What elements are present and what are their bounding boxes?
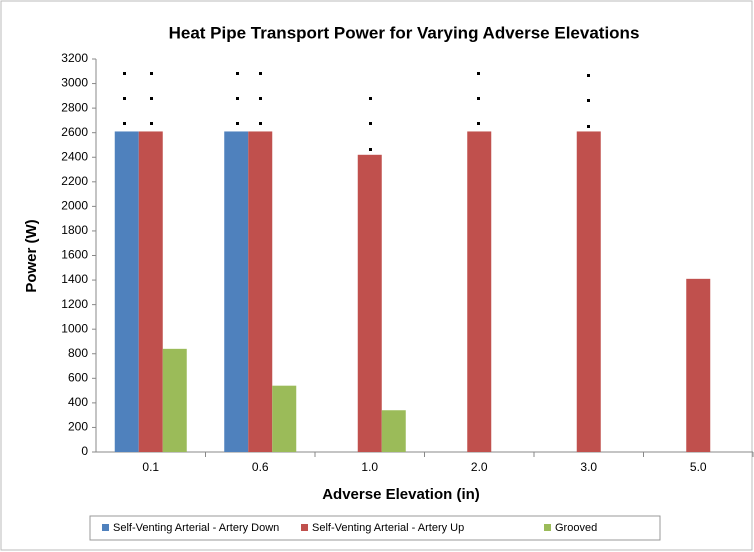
x-tick-label: 0.1 bbox=[142, 460, 159, 474]
y-tick-label: 0 bbox=[81, 444, 88, 458]
x-axis-title: Adverse Elevation (in) bbox=[322, 486, 480, 503]
dot bbox=[236, 122, 239, 125]
y-tick-label: 3000 bbox=[61, 76, 88, 90]
legend-label: Self-Venting Arterial - Artery Down bbox=[113, 522, 279, 534]
y-tick-label: 2200 bbox=[61, 174, 88, 188]
chart-title: Heat Pipe Transport Power for Varying Ad… bbox=[169, 23, 640, 42]
bar bbox=[686, 278, 711, 452]
bar bbox=[248, 131, 273, 452]
y-tick-label: 1400 bbox=[61, 272, 88, 286]
dot bbox=[587, 99, 590, 102]
dot bbox=[123, 97, 126, 100]
legend-swatch bbox=[301, 524, 308, 531]
dot bbox=[369, 122, 372, 125]
dot bbox=[236, 72, 239, 75]
x-tick-label: 3.0 bbox=[580, 460, 597, 474]
y-tick-label: 2400 bbox=[61, 149, 88, 163]
dot bbox=[259, 72, 262, 75]
bar bbox=[467, 131, 492, 452]
dot bbox=[150, 122, 153, 125]
legend-label: Grooved bbox=[555, 522, 597, 534]
legend-label: Self-Venting Arterial - Artery Up bbox=[312, 522, 464, 534]
bar bbox=[224, 131, 249, 452]
y-tick-label: 2800 bbox=[61, 100, 88, 114]
y-tick-label: 400 bbox=[68, 395, 88, 409]
x-tick-label: 2.0 bbox=[471, 460, 488, 474]
bar bbox=[357, 154, 382, 452]
dot bbox=[587, 74, 590, 77]
bar bbox=[272, 385, 297, 452]
x-tick-label: 1.0 bbox=[361, 460, 378, 474]
y-tick-label: 1800 bbox=[61, 223, 88, 237]
dot bbox=[150, 72, 153, 75]
overflow-dots bbox=[123, 72, 590, 151]
y-tick-label: 1200 bbox=[61, 297, 88, 311]
bar bbox=[576, 131, 601, 452]
y-axis-title: Power (W) bbox=[23, 219, 40, 292]
y-tick-label: 600 bbox=[68, 370, 88, 384]
dot bbox=[587, 125, 590, 128]
x-tick-label: 0.6 bbox=[252, 460, 269, 474]
y-tick-label: 1000 bbox=[61, 321, 88, 335]
dot bbox=[150, 97, 153, 100]
y-tick-label: 200 bbox=[68, 420, 88, 434]
dot bbox=[259, 97, 262, 100]
bar bbox=[138, 131, 163, 452]
dot bbox=[369, 148, 372, 151]
dot bbox=[123, 122, 126, 125]
y-tick-label: 3200 bbox=[61, 51, 88, 65]
dot bbox=[477, 97, 480, 100]
y-tick-label: 2600 bbox=[61, 125, 88, 139]
dot bbox=[477, 122, 480, 125]
y-tick-label: 1600 bbox=[61, 248, 88, 262]
legend-box bbox=[89, 515, 661, 541]
x-tick-label: 5.0 bbox=[690, 460, 707, 474]
y-tick-label: 2000 bbox=[61, 199, 88, 213]
legend-swatch bbox=[102, 524, 109, 531]
legend-swatch bbox=[544, 524, 551, 531]
bar bbox=[381, 410, 406, 452]
bar bbox=[114, 131, 139, 452]
dot bbox=[259, 122, 262, 125]
dot bbox=[236, 97, 239, 100]
dot bbox=[123, 72, 126, 75]
bar bbox=[162, 348, 187, 452]
dot bbox=[369, 97, 372, 100]
dot bbox=[477, 72, 480, 75]
y-tick-label: 800 bbox=[68, 346, 88, 360]
